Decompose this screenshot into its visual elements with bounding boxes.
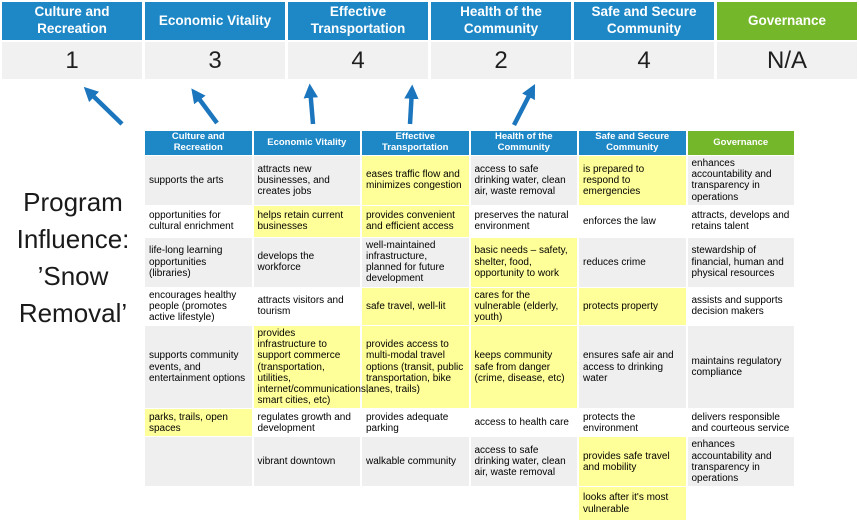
matrix-cell: stewardship of financial, human and phys… xyxy=(687,237,794,287)
program-title-line: Removal’ xyxy=(18,297,128,328)
matrix-cell: enhances accountability and transparency… xyxy=(687,437,794,487)
matrix-row: life-long learning opportunities (librar… xyxy=(145,237,794,287)
matrix-cell: attracts visitors and tourism xyxy=(253,287,360,326)
program-title-line: ’Snow xyxy=(37,260,109,291)
matrix-cell: life-long learning opportunities (librar… xyxy=(145,237,252,287)
priority-score-governance: N/A xyxy=(717,42,857,79)
matrix-row: looks after it's most vulnerable xyxy=(145,487,794,521)
arrow-icon-health-of-the-community xyxy=(404,84,419,125)
matrix-header-row: Culture and Recreation Economic Vitality E… xyxy=(145,131,794,155)
matrix-cell: opportunities for cultural enrichment xyxy=(145,205,252,237)
arrow-icon-effective-transportation xyxy=(303,83,318,125)
priority-score-culture-and-recreation: 1 xyxy=(2,42,142,79)
matrix-cell: supports the arts xyxy=(145,156,252,205)
program-influence-title: Program Influence: ’Snow Removal’ xyxy=(0,184,146,332)
matrix-row: supports the arts attracts new businesses… xyxy=(145,156,794,205)
matrix-header-culture-and-recreation: Culture and Recreation xyxy=(145,131,252,155)
program-title-line: Influence: xyxy=(16,223,130,254)
matrix-cell-highlighted: helps retain current businesses xyxy=(253,205,360,237)
matrix-header-governance: Governance xyxy=(687,131,794,155)
matrix-header-safe-and-secure-community: Safe and Secure Community xyxy=(579,131,686,155)
matrix-row: supports community events, and entertain… xyxy=(145,326,794,409)
matrix-cell: enhances accountability and transparency… xyxy=(687,156,794,205)
matrix-cell: attracts new businesses, and creates job… xyxy=(253,156,360,205)
matrix-cell-highlighted: safe travel, well-lit xyxy=(362,287,469,326)
matrix-cell xyxy=(687,487,794,521)
priority-score-table: Culture and Recreation Economic Vitality E… xyxy=(2,2,857,79)
priority-header-health-of-the-community: Health of the Community xyxy=(431,2,571,40)
matrix-cell-highlighted: is prepared to respond to emergencies xyxy=(579,156,686,205)
matrix-cell: develops the workforce xyxy=(253,237,360,287)
matrix-cell: vibrant downtown xyxy=(253,437,360,487)
matrix-cell: delivers responsible and courteous servi… xyxy=(687,409,794,437)
priority-header-safe-and-secure-community: Safe and Secure Community xyxy=(574,2,714,40)
matrix-cell: regulates growth and development xyxy=(253,409,360,437)
matrix-cell: walkable community xyxy=(362,437,469,487)
matrix-cell-highlighted: parks, trails, open spaces xyxy=(145,409,252,437)
matrix-cell: access to health care xyxy=(470,409,577,437)
matrix-header-effective-transportation: Effective Transportation xyxy=(362,131,469,155)
matrix-cell: encourages healthy people (promotes acti… xyxy=(145,287,252,326)
matrix-cell: ensures safe air and access to drinking … xyxy=(579,326,686,409)
matrix-cell-highlighted: cares for the vulnerable (elderly, youth… xyxy=(470,287,577,326)
matrix-cell-highlighted: looks after it's most vulnerable xyxy=(579,487,686,521)
priority-score-safe-and-secure-community: 4 xyxy=(574,42,714,79)
matrix-row: parks, trails, open spaces regulates grow… xyxy=(145,409,794,437)
matrix-cell xyxy=(470,487,577,521)
matrix-header-economic-vitality: Economic Vitality xyxy=(253,131,360,155)
matrix-cell: protects the environment xyxy=(579,409,686,437)
matrix-cell: provides adequate parking xyxy=(362,409,469,437)
matrix-row: encourages healthy people (promotes acti… xyxy=(145,287,794,326)
matrix-cell: preserves the natural environment xyxy=(470,205,577,237)
matrix-cell xyxy=(145,437,252,487)
matrix-cell-highlighted: protects property xyxy=(579,287,686,326)
matrix-cell-highlighted: basic needs – safety, shelter, food, opp… xyxy=(470,237,577,287)
matrix-row: opportunities for cultural enrichment hel… xyxy=(145,205,794,237)
matrix-cell-highlighted: provides access to multi-modal travel op… xyxy=(362,326,469,409)
matrix-cell xyxy=(362,487,469,521)
priority-header-governance: Governance xyxy=(717,2,857,40)
matrix-cell: supports community events, and entertain… xyxy=(145,326,252,409)
matrix-cell: access to safe drinking water, clean air… xyxy=(470,437,577,487)
program-title-line: Program xyxy=(23,187,123,217)
matrix-cell: access to safe drinking water, clean air… xyxy=(470,156,577,205)
priority-header-culture-and-recreation: Culture and Recreation xyxy=(2,2,142,40)
matrix-cell: assists and supports decision makers xyxy=(687,287,794,326)
matrix-cell-highlighted: provides infrastructure to support comme… xyxy=(253,326,369,409)
matrix-cell-highlighted: provides safe travel and mobility xyxy=(579,437,686,487)
matrix-cell-highlighted: provides convenient and efficient access xyxy=(362,205,469,237)
arrow-icon-economic-vitality xyxy=(191,88,219,125)
matrix-cell-highlighted: eases traffic flow and minimizes congest… xyxy=(362,156,469,205)
influence-matrix: Culture and Recreation Economic Vitality E… xyxy=(143,130,796,521)
priority-header-economic-vitality: Economic Vitality xyxy=(145,2,285,40)
matrix-cell xyxy=(145,487,252,521)
matrix-cell: reduces crime xyxy=(579,237,686,287)
matrix-cell: attracts, develops and retains talent xyxy=(687,205,794,237)
matrix-cell: enforces the law xyxy=(579,205,686,237)
matrix-cell-highlighted: keeps community safe from danger (crime,… xyxy=(470,326,577,409)
matrix-header-health-of-the-community: Health of the Community xyxy=(470,131,577,155)
priority-score-health-of-the-community: 2 xyxy=(431,42,571,79)
matrix-row: vibrant downtown walkable community access… xyxy=(145,437,794,487)
arrow-icon-culture-and-recreation xyxy=(83,86,124,126)
priority-score-economic-vitality: 3 xyxy=(145,42,285,79)
priority-score-effective-transportation: 4 xyxy=(288,42,428,79)
matrix-cell: well-maintained infrastructure, planned … xyxy=(362,237,469,287)
arrows-layer xyxy=(83,83,536,127)
arrow-icon-safe-and-secure-community xyxy=(511,83,536,127)
matrix-cell xyxy=(253,487,360,521)
matrix-cell: maintains regulatory compliance xyxy=(687,326,794,409)
priority-header-effective-transportation: Effective Transportation xyxy=(288,2,428,40)
